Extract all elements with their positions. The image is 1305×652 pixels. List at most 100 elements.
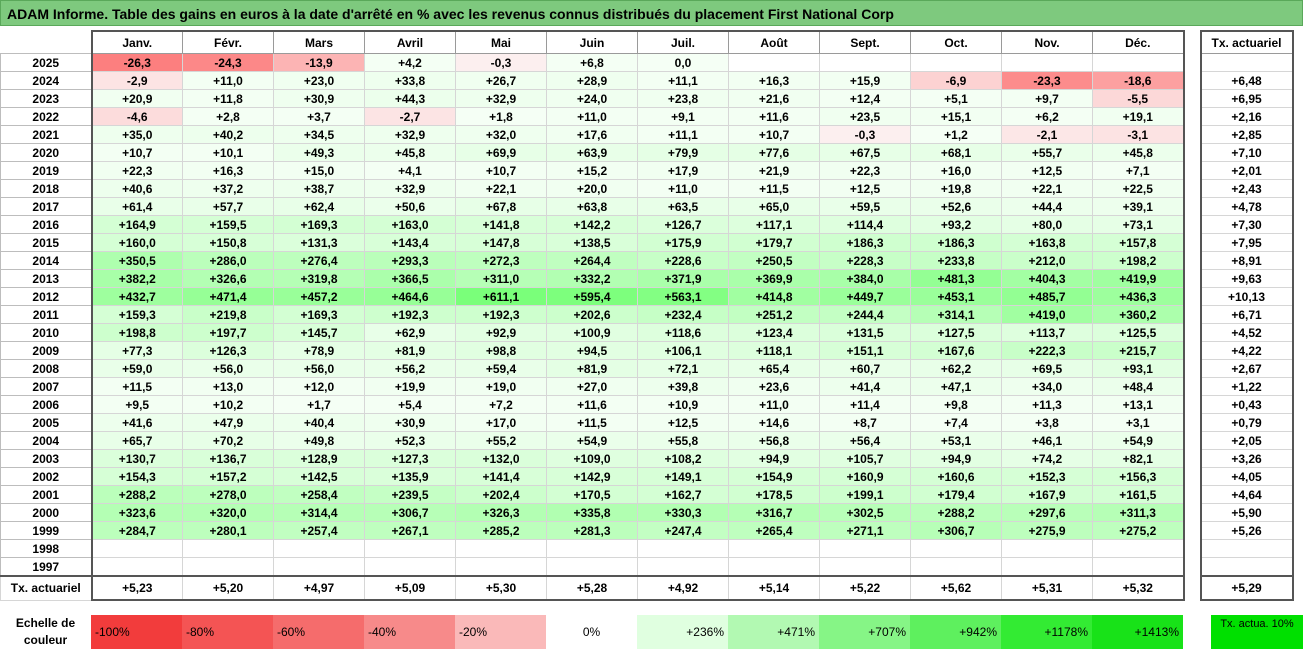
value-cell: +11,6 — [546, 395, 638, 414]
value-cell: +138,5 — [546, 233, 638, 252]
value-cell: +20,9 — [90, 89, 183, 108]
scale-step: -80% — [182, 615, 273, 649]
value-cell: +161,5 — [1092, 485, 1185, 504]
value-cell: +70,2 — [182, 431, 274, 450]
value-cell: -18,6 — [1092, 71, 1185, 90]
footer-label: Tx. actuariel — [0, 575, 92, 601]
value-cell: +449,7 — [819, 287, 911, 306]
value-cell: +141,8 — [455, 215, 547, 234]
value-cell: +179,7 — [728, 233, 820, 252]
value-cell: +113,7 — [1001, 323, 1093, 342]
value-cell: +159,5 — [182, 215, 274, 234]
value-cell: +98,8 — [455, 341, 547, 360]
table-row: 1999 +284,7 +280,1 +257,4 +267,1 +285,2 +281,3… — [0, 521, 1294, 540]
scale-step: -40% — [364, 615, 455, 649]
value-cell: +32,9 — [455, 89, 547, 108]
tx-cell: +6,71 — [1199, 305, 1294, 324]
value-cell: +5,1 — [910, 89, 1002, 108]
year-cell: 2003 — [0, 449, 92, 468]
value-cell: -2,1 — [1001, 125, 1093, 144]
value-cell: +94,9 — [728, 449, 820, 468]
table-row: 2013 +382,2 +326,6 +319,8 +366,5 +311,0 +332,2… — [0, 269, 1294, 288]
column-gap — [1183, 449, 1201, 468]
tx-cell: +4,78 — [1199, 197, 1294, 216]
value-cell: +60,7 — [819, 359, 911, 378]
value-cell: +10,7 — [728, 125, 820, 144]
value-cell: +258,4 — [273, 485, 365, 504]
month-header: Avril — [364, 30, 456, 54]
column-gap — [1183, 341, 1201, 360]
value-cell: +17,9 — [637, 161, 729, 180]
value-cell: +61,4 — [90, 197, 183, 216]
value-cell — [819, 53, 911, 72]
column-gap — [1183, 233, 1201, 252]
tx-cell: +2,67 — [1199, 359, 1294, 378]
column-gap — [1183, 161, 1201, 180]
value-cell: +52,3 — [364, 431, 456, 450]
value-cell: +9,1 — [637, 107, 729, 126]
table-row: 2005 +41,6 +47,9 +40,4 +30,9 +17,0 +11,5 +12,5 +… — [0, 413, 1294, 432]
value-cell: +127,3 — [364, 449, 456, 468]
value-cell: +21,6 — [728, 89, 820, 108]
value-cell: +65,7 — [90, 431, 183, 450]
year-cell: 2001 — [0, 485, 92, 504]
value-cell: +228,3 — [819, 251, 911, 270]
column-gap — [1183, 89, 1201, 108]
year-cell: 2008 — [0, 359, 92, 378]
footer-value-cell: +5,32 — [1092, 575, 1185, 601]
value-cell: +46,1 — [1001, 431, 1093, 450]
year-cell: 2010 — [0, 323, 92, 342]
value-cell: +136,7 — [182, 449, 274, 468]
value-cell: +15,1 — [910, 107, 1002, 126]
value-cell: +152,3 — [1001, 467, 1093, 486]
column-gap — [1183, 197, 1201, 216]
value-cell: +382,2 — [90, 269, 183, 288]
value-cell: +369,9 — [728, 269, 820, 288]
tx-cell: +3,26 — [1199, 449, 1294, 468]
value-cell: +69,9 — [455, 143, 547, 162]
footer-row: Tx. actuariel +5,23 +5,20 +4,97 +5,09 +5,30 +5… — [0, 575, 1294, 601]
value-cell: +141,4 — [455, 467, 547, 486]
value-cell: +302,5 — [819, 503, 911, 522]
value-cell: +11,4 — [819, 395, 911, 414]
year-cell: 2020 — [0, 143, 92, 162]
month-header: Juin — [546, 30, 638, 54]
year-cell: 2019 — [0, 161, 92, 180]
value-cell: +126,3 — [182, 341, 274, 360]
value-cell: +4,2 — [364, 53, 456, 72]
value-cell: +202,4 — [455, 485, 547, 504]
column-gap — [1183, 305, 1201, 324]
value-cell: +159,3 — [90, 305, 183, 324]
value-cell: +419,9 — [1092, 269, 1185, 288]
month-header: Nov. — [1001, 30, 1093, 54]
value-cell: +62,2 — [910, 359, 1002, 378]
value-cell: +15,9 — [819, 71, 911, 90]
tx-cell: +8,91 — [1199, 251, 1294, 270]
value-cell: +170,5 — [546, 485, 638, 504]
value-cell: +271,1 — [819, 521, 911, 540]
scale-step: +1178% — [1001, 615, 1092, 649]
value-cell: +278,0 — [182, 485, 274, 504]
value-cell: +35,0 — [90, 125, 183, 144]
value-cell: +1,8 — [455, 107, 547, 126]
value-cell: +128,9 — [273, 449, 365, 468]
value-cell — [728, 539, 820, 558]
value-cell: +19,9 — [364, 377, 456, 396]
tx-cell — [1199, 557, 1294, 577]
value-cell: +65,0 — [728, 197, 820, 216]
tx-cell: +5,26 — [1199, 521, 1294, 540]
value-cell: +22,3 — [819, 161, 911, 180]
value-cell: +232,4 — [637, 305, 729, 324]
tx-cell: +7,95 — [1199, 233, 1294, 252]
value-cell: +41,4 — [819, 377, 911, 396]
value-cell: +9,8 — [910, 395, 1002, 414]
value-cell: +154,3 — [90, 467, 183, 486]
tx-cell: +2,16 — [1199, 107, 1294, 126]
column-gap — [1183, 143, 1201, 162]
value-cell: +22,5 — [1092, 179, 1185, 198]
scale-step: -60% — [273, 615, 364, 649]
footer-tx-cell: +5,29 — [1199, 575, 1294, 601]
value-cell: +157,2 — [182, 467, 274, 486]
value-cell: +326,6 — [182, 269, 274, 288]
value-cell: +23,8 — [637, 89, 729, 108]
